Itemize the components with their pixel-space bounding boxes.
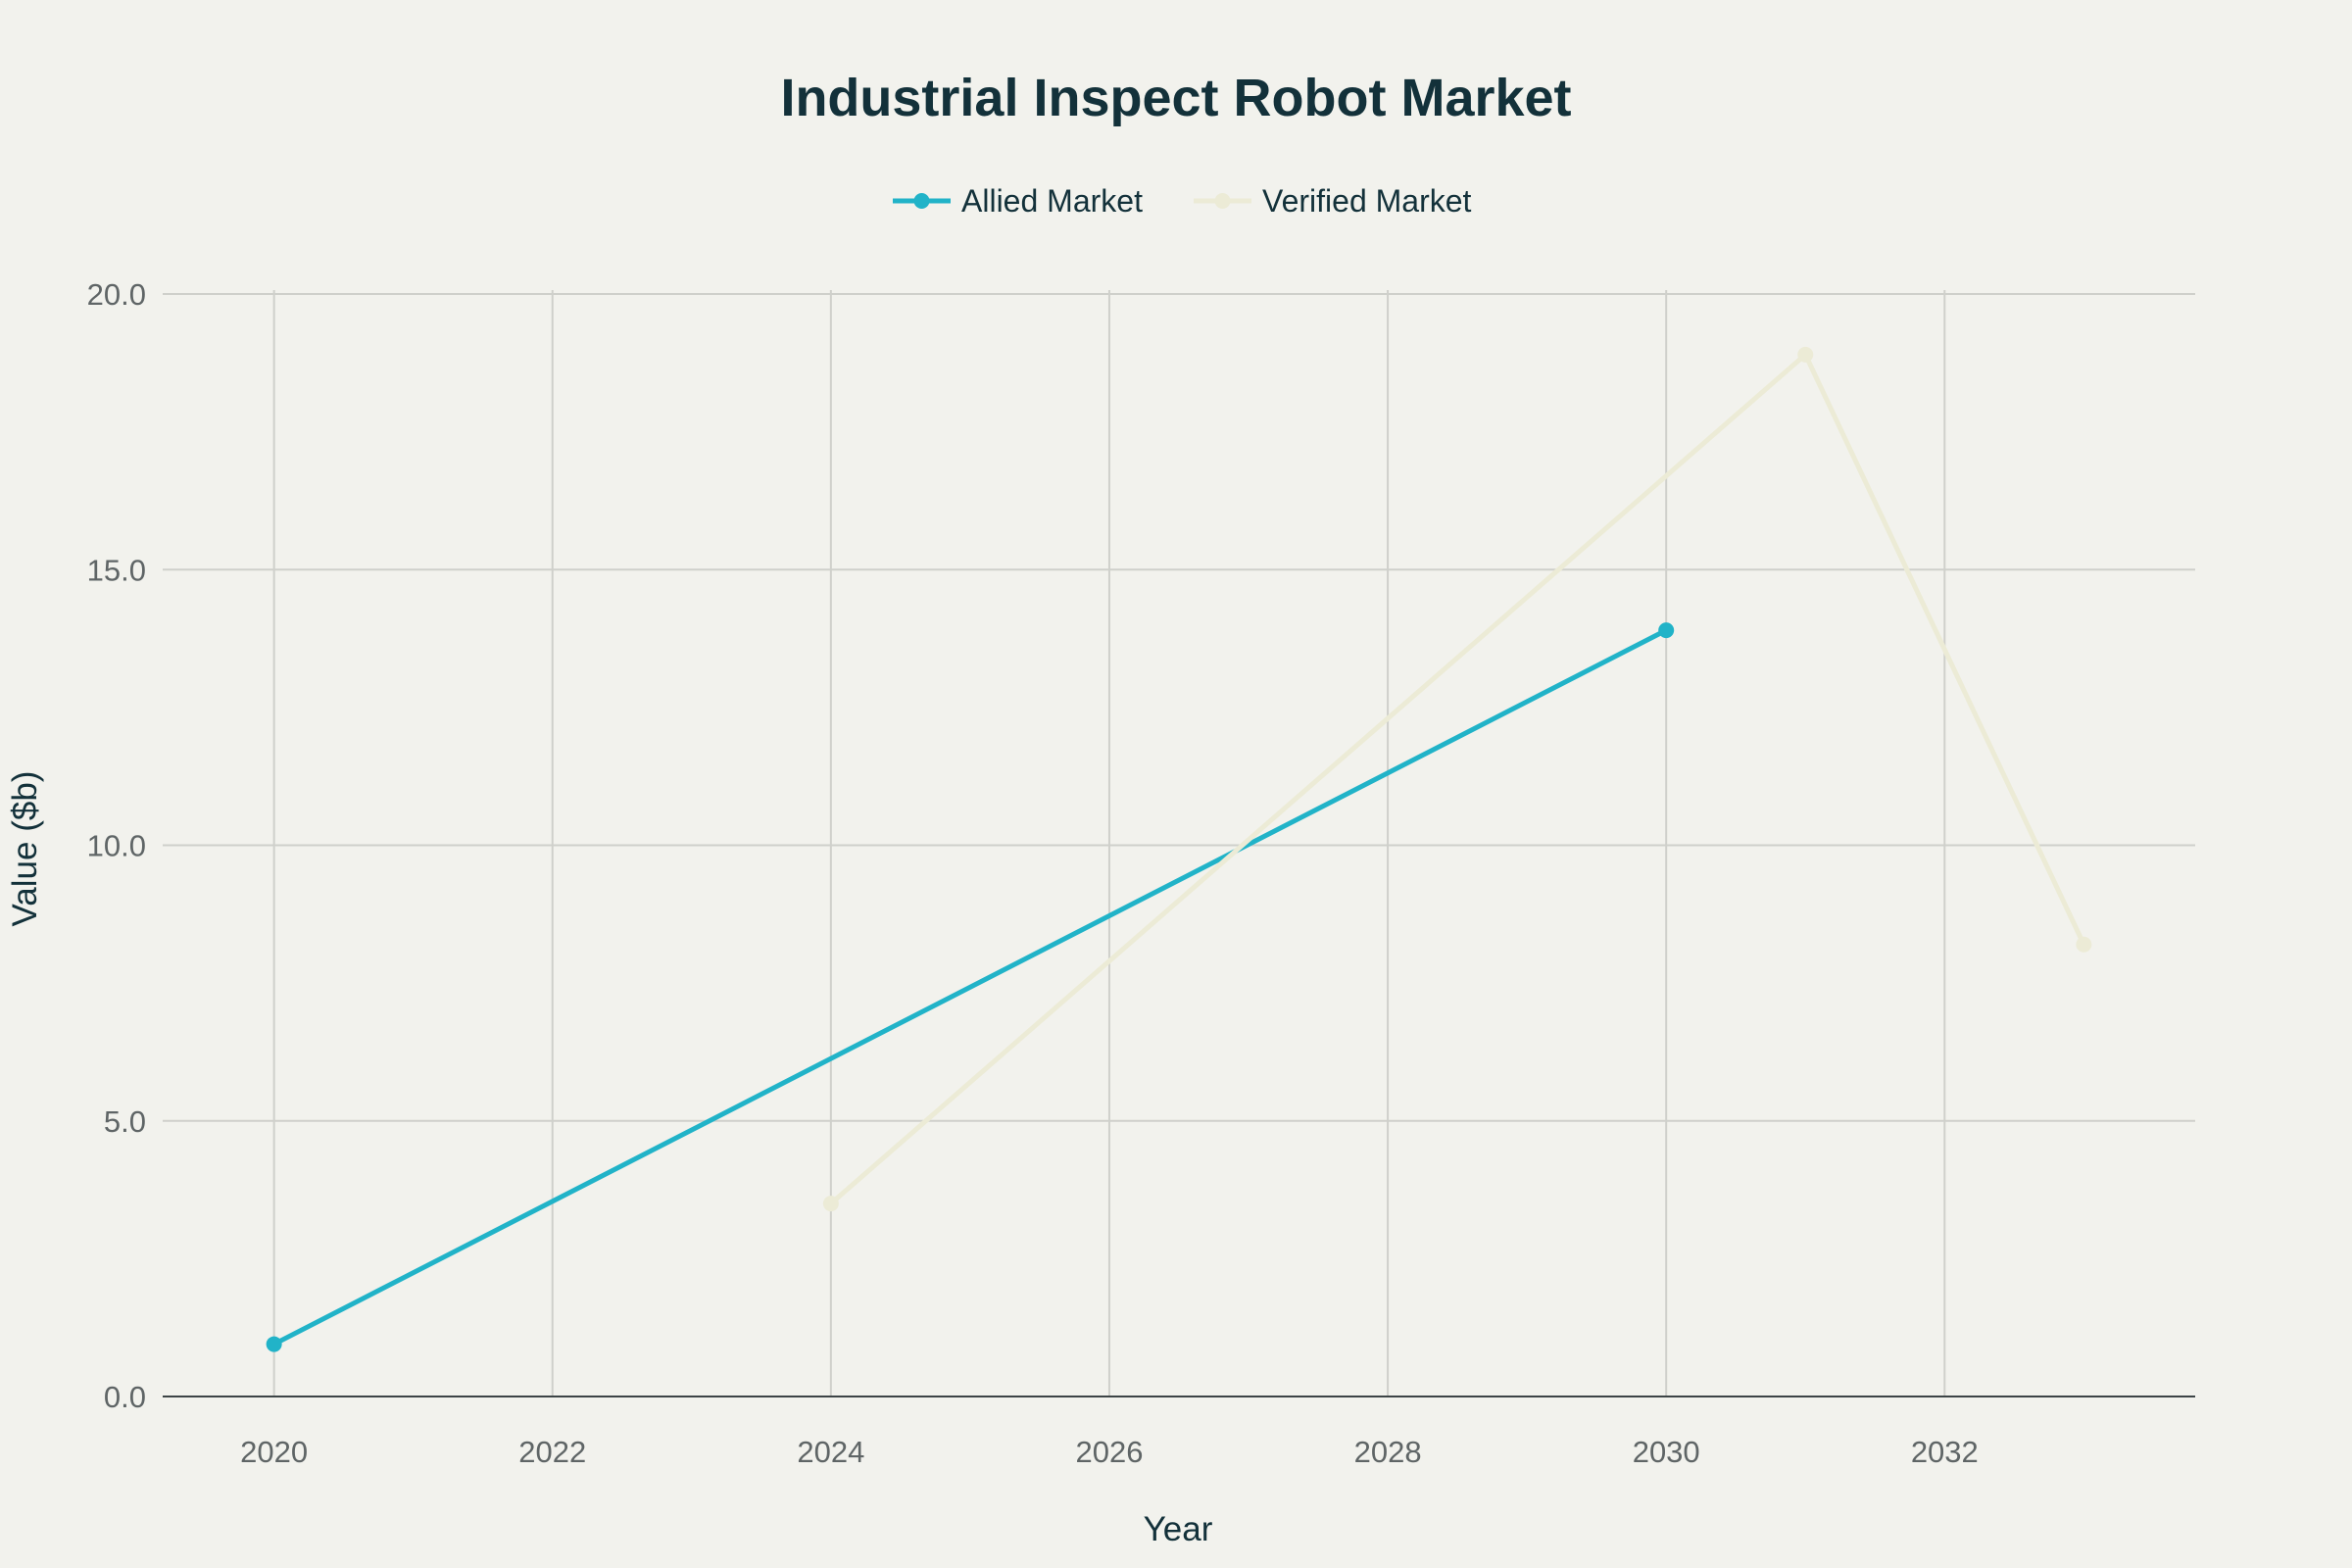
x-tick-label: 2030 [1633,1435,1700,1469]
y-tick-labels: 0.0 5.0 10.0 15.0 20.0 [87,277,146,1414]
chart-title: Industrial Inspect Robot Market [780,69,1571,127]
x-tick-label: 2022 [518,1435,586,1469]
x-axis-title: Year [1144,1510,1213,1548]
verified-market-point [2076,936,2092,953]
y-gridlines [163,293,2195,1122]
y-tick-label: 10.0 [87,829,146,863]
allied-market-point [266,1336,282,1352]
legend-label: Verified Market [1262,183,1472,219]
x-tick-label: 2032 [1911,1435,1979,1469]
verified-market-point [822,1196,839,1212]
verified-market-point [1797,346,1814,363]
allied-market-point [1658,622,1675,639]
series-verified-market [822,346,2092,1212]
y-tick-label: 15.0 [87,553,146,587]
series-allied-market [266,622,1675,1352]
legend-label: Allied Market [961,183,1143,219]
x-tick-label: 2028 [1354,1435,1422,1469]
y-tick-label: 0.0 [104,1380,146,1414]
x-tick-label: 2024 [797,1435,864,1469]
x-tick-label: 2026 [1075,1435,1143,1469]
y-tick-label: 5.0 [104,1104,146,1139]
x-tick-label: 2020 [240,1435,308,1469]
legend-item-verified-market: Verified Market [1194,183,1472,219]
y-axis-title: Value ($b) [6,771,44,927]
series-layer [266,346,2092,1352]
allied-market-line [271,627,1669,1348]
legend-swatch-marker [1214,193,1231,209]
y-tick-label: 20.0 [87,277,146,312]
legend-item-allied-market: Allied Market [893,183,1143,219]
x-tick-labels: 2020 2022 2024 2026 2028 2030 2032 [240,1435,1979,1469]
legend: Allied Market Verified Market [893,183,1472,219]
legend-swatch-marker [913,193,930,209]
